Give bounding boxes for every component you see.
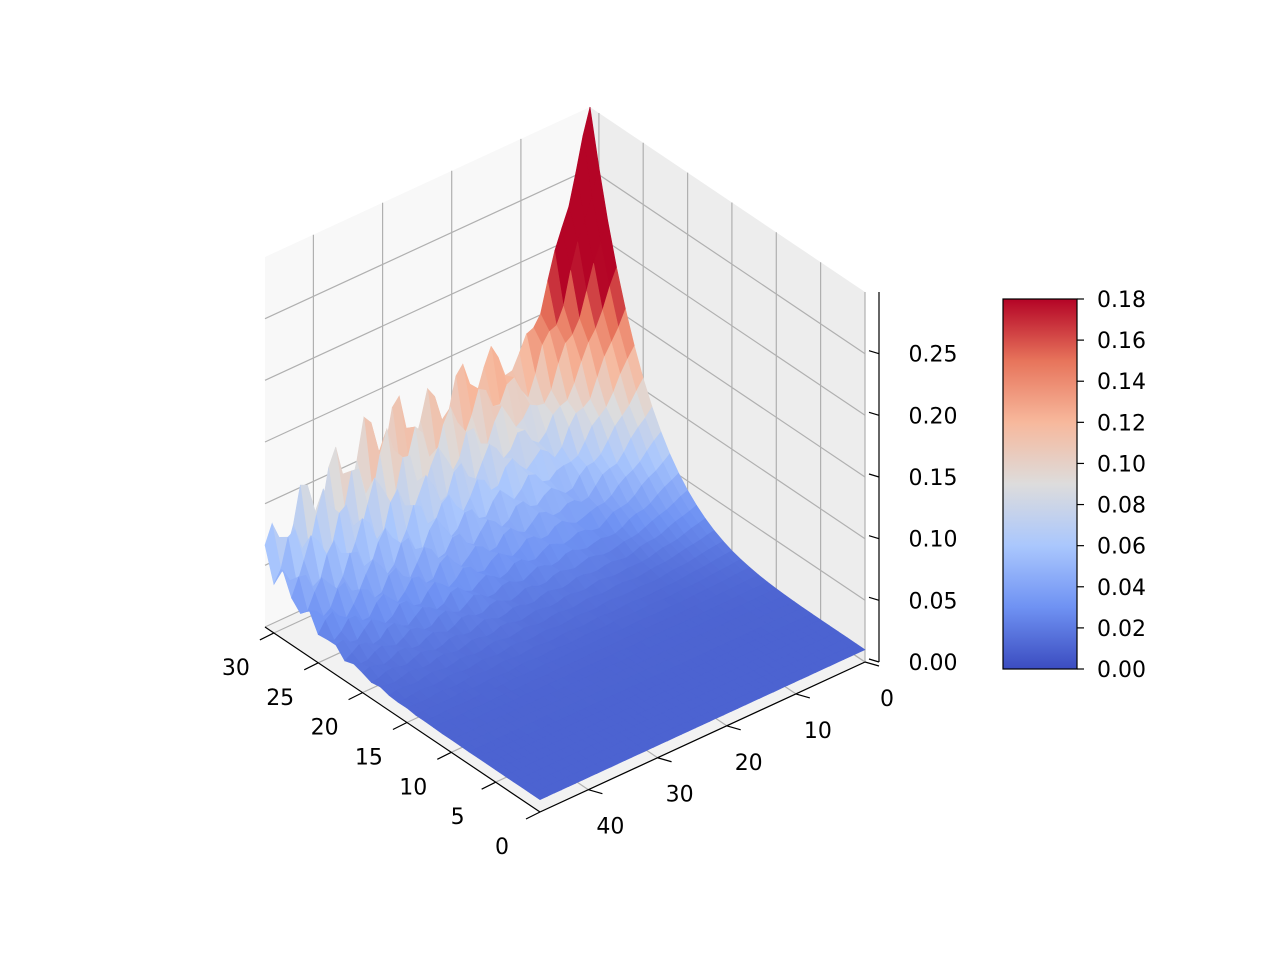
z-tick — [868, 535, 880, 540]
y-tick — [588, 789, 603, 795]
y-tick — [864, 661, 880, 667]
surface-mesh — [264, 106, 866, 801]
colorbar-tick-label: 0.04 — [1097, 576, 1146, 601]
colorbar-tick-label: 0.14 — [1097, 370, 1146, 395]
x-tick-label: 20 — [311, 716, 339, 741]
y-tick-label: 20 — [735, 751, 763, 776]
x-axis-line — [264, 626, 541, 813]
colorbar-tick-label: 0.08 — [1097, 494, 1146, 519]
surface-facet — [530, 790, 548, 801]
x-tick — [525, 811, 541, 820]
x-tick — [303, 662, 319, 671]
z-tick-label: 0.20 — [909, 404, 958, 429]
colorbar: 0.00 0.02 0.04 0.06 0.08 0.10 0.12 0.14 0.16 0.18 — [1002, 288, 1146, 683]
x-tick-label: 0 — [495, 835, 509, 860]
colorbar-tick-label: 0.02 — [1097, 617, 1146, 642]
y-axis-line — [539, 661, 866, 813]
z-tick-label: 0.05 — [909, 589, 958, 614]
z-tick-label: 0.00 — [909, 651, 958, 676]
x-tick — [348, 692, 363, 701]
colorbar-tick-label: 0.10 — [1097, 452, 1146, 477]
x-tick — [437, 751, 452, 760]
y-tick-label: 10 — [804, 719, 832, 744]
colorbar-tick-label: 0.18 — [1097, 288, 1146, 313]
z-tick — [868, 658, 880, 663]
x-tick-label: 10 — [399, 775, 427, 800]
x-tick — [259, 632, 275, 641]
colorbar-tick-label: 0.06 — [1097, 535, 1146, 560]
colorbar-tick-label: 0.12 — [1097, 411, 1146, 436]
z-tick — [868, 411, 880, 416]
x-tick-label: 15 — [355, 746, 383, 771]
z-tick — [868, 473, 880, 478]
z-tick-label: 0.15 — [909, 466, 958, 491]
z-tick-label: 0.25 — [909, 343, 958, 368]
y-tick-label: 0 — [880, 687, 894, 712]
x-tick — [481, 781, 496, 790]
x-tick-label: 5 — [451, 805, 465, 830]
x-tick-label: 30 — [222, 656, 250, 681]
y-tick — [657, 757, 672, 763]
y-tick-label: 40 — [596, 815, 624, 840]
z-tick — [868, 596, 880, 601]
x-tick-label: 25 — [266, 686, 294, 711]
axis-ticks: 0 5 10 15 20 25 30 0 10 20 30 40 0.00 0.05 0.10 0.15 0.2… — [222, 343, 958, 860]
z-tick-label: 0.10 — [909, 528, 958, 553]
colorbar-ticks: 0.00 0.02 0.04 0.06 0.08 0.10 0.12 0.14 0.16 0.18 — [1077, 288, 1146, 683]
y-tick-label: 30 — [666, 783, 694, 808]
colorbar-tick-label: 0.00 — [1097, 658, 1146, 683]
colorbar-tick-label: 0.16 — [1097, 329, 1146, 354]
y-tick — [726, 725, 741, 731]
y-tick — [795, 693, 811, 699]
colorbar-gradient — [1002, 298, 1078, 670]
x-tick — [392, 721, 408, 731]
z-tick — [868, 350, 880, 355]
